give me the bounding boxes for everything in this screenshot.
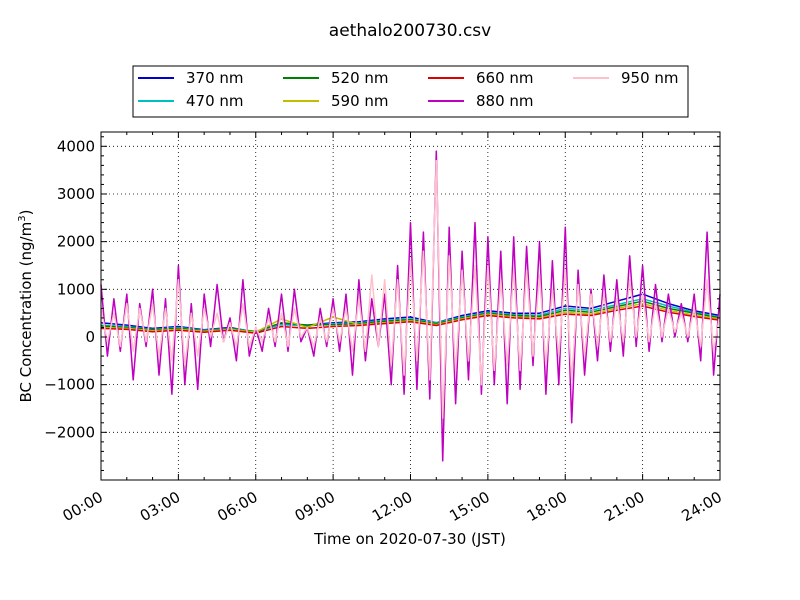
x-tick-label: 12:00: [369, 488, 415, 525]
legend-box: [132, 65, 689, 118]
plot-area: [100, 131, 721, 481]
legend-label: 590 nm: [331, 92, 389, 110]
y-tick-label: −2000: [44, 423, 95, 441]
series-line-590-nm: [100, 302, 721, 333]
y-tick-label: 0: [85, 328, 95, 346]
x-tick-label: 21:00: [601, 488, 647, 525]
legend-item: 370 nm: [138, 69, 244, 87]
x-tick-label: 15:00: [446, 488, 492, 525]
legend-item: 470 nm: [138, 92, 244, 110]
y-tick-label: 4000: [57, 137, 95, 155]
y-axis-label-superscript: 3: [17, 215, 28, 221]
y-tick-label: 1000: [57, 280, 95, 298]
axis-ticks: [100, 132, 721, 480]
series-line-660-nm: [100, 305, 721, 334]
legend-item: 520 nm: [283, 69, 389, 87]
legend-label: 880 nm: [476, 92, 534, 110]
legend-item: 880 nm: [428, 92, 534, 110]
chart-title: aethalo200730.csv: [329, 21, 491, 41]
x-tick-label: 06:00: [214, 488, 260, 525]
x-tick-label: 00:00: [60, 488, 106, 525]
y-tick-label: 2000: [57, 233, 95, 251]
x-tick-label: 24:00: [679, 488, 725, 525]
legend-label: 520 nm: [331, 69, 389, 87]
y-axis-label-main: BC Concentration (ng/m: [17, 222, 35, 403]
series-line-950-nm: [100, 159, 721, 419]
y-tick-label: 3000: [57, 185, 95, 203]
legend-label: 470 nm: [186, 92, 244, 110]
legend-label: 660 nm: [476, 69, 534, 87]
y-axis-tick-labels: −2000 −1000 0 1000 2000 3000 4000: [44, 137, 95, 441]
legend: 370 nm 470 nm 520 nm 590 nm 660 nm 880 nm 950 …: [132, 65, 689, 118]
x-axis-label: Time on 2020-07-30 (JST): [313, 530, 506, 548]
series-line-880-nm: [100, 150, 721, 462]
series-lines: [100, 150, 721, 462]
legend-item: 950 nm: [573, 69, 679, 87]
x-tick-label: 09:00: [292, 488, 338, 525]
x-axis-tick-labels: 00:00 03:00 06:00 09:00 12:00 15:00 18:00 21:00…: [60, 488, 725, 525]
x-tick-label: 03:00: [137, 488, 183, 525]
legend-label: 950 nm: [621, 69, 679, 87]
x-tick-label: 18:00: [524, 488, 570, 525]
legend-item: 590 nm: [283, 92, 389, 110]
y-axis-label-tail: ): [17, 210, 35, 216]
y-axis-label: BC Concentration (ng/m3): [17, 210, 35, 403]
legend-item: 660 nm: [428, 69, 534, 87]
legend-label: 370 nm: [186, 69, 244, 87]
y-tick-label: −1000: [44, 376, 95, 394]
